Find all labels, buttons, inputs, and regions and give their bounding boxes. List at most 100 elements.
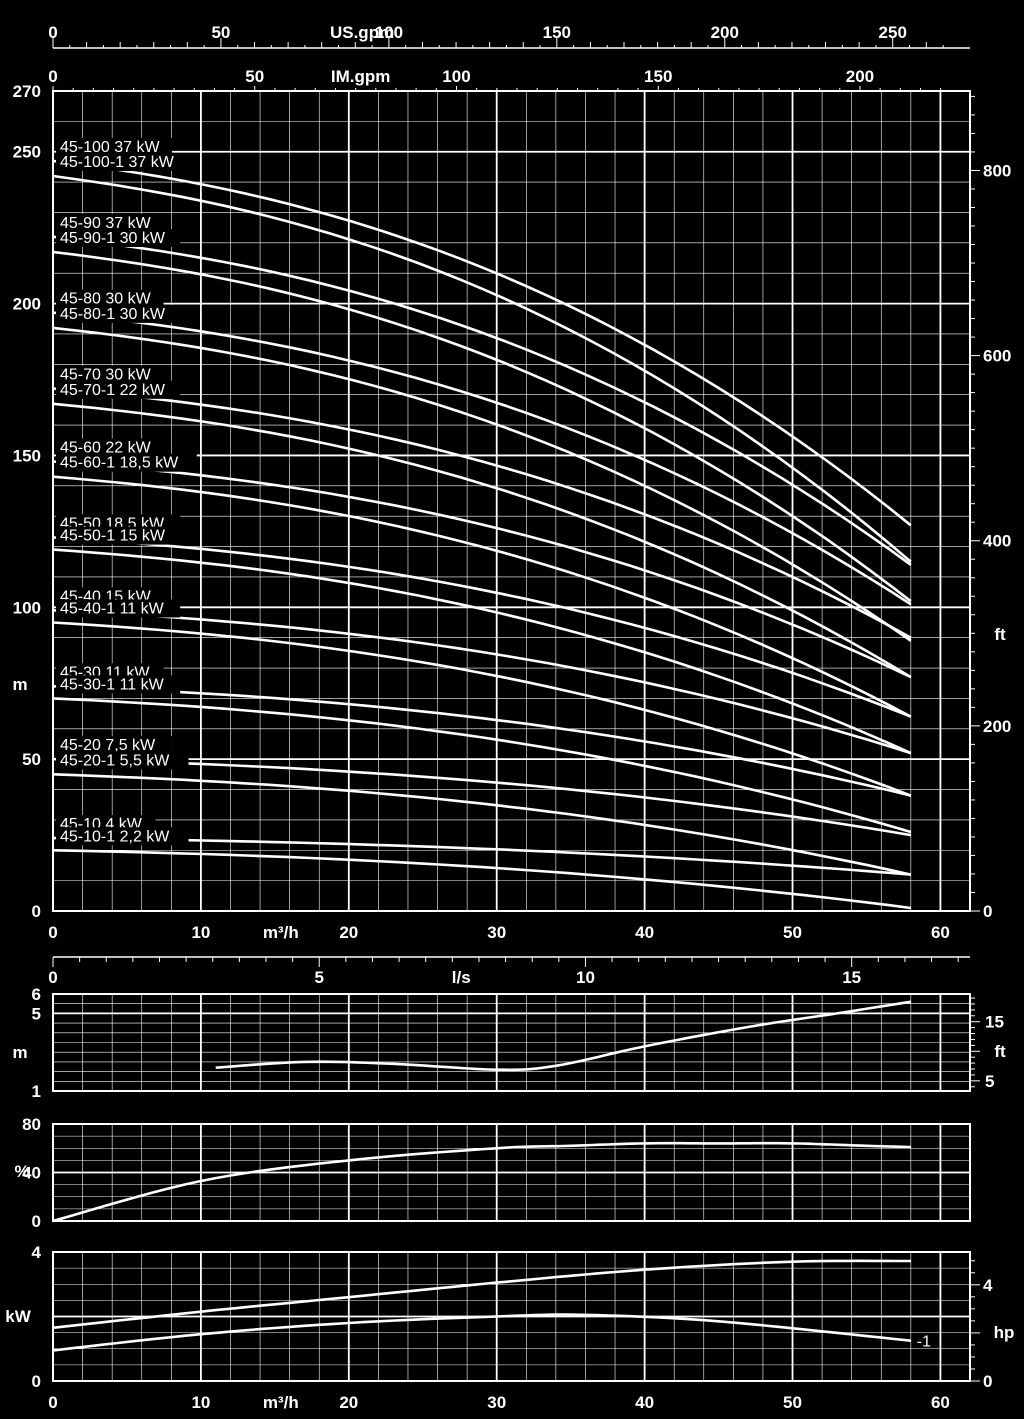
npsh-ft-tick-label: 15 xyxy=(985,1013,1004,1032)
curve-label: 45-20 7,5 kW xyxy=(60,737,156,754)
curve-label-backing xyxy=(56,453,197,472)
head-y-tick-label: 150 xyxy=(13,446,41,465)
curve-label-backing xyxy=(56,526,181,545)
ls-tick-label: 15 xyxy=(842,968,861,987)
head-curve xyxy=(52,548,912,755)
head-curve xyxy=(52,773,912,876)
curve-label: 45-40-1 11 kW xyxy=(60,600,165,617)
power-x-tick-label: 20 xyxy=(339,1393,358,1412)
eff-y-tick-label: 80 xyxy=(22,1115,41,1134)
power-curve-label: -1 xyxy=(917,1334,931,1351)
head-x-tick-label: 30 xyxy=(487,923,506,942)
curve-label-backing xyxy=(56,213,164,232)
us-gpm-tick-label: 200 xyxy=(711,23,739,42)
head-curve xyxy=(52,402,912,679)
power-y-tick-label: 0 xyxy=(32,1372,41,1391)
curve-label: 45-100-1 37 kW xyxy=(60,154,175,171)
head-curve xyxy=(52,311,912,606)
us-gpm-axis-title: US.gpm xyxy=(330,23,394,42)
ls-tick-label: 10 xyxy=(576,968,595,987)
npsh-y-tick-label: 1 xyxy=(32,1082,41,1101)
curve-label-backing xyxy=(56,438,164,457)
eff-y-axis-title: % xyxy=(14,1162,29,1181)
ft-tick-label: 400 xyxy=(983,532,1011,551)
us-gpm-tick-label: 0 xyxy=(48,23,57,42)
curve-label-backing xyxy=(56,289,164,308)
curve-label: 45-100 37 kW xyxy=(60,139,161,156)
head-plot-frame xyxy=(52,90,971,912)
ft-tick-label: 600 xyxy=(983,347,1011,366)
head-y-tick-label: 50 xyxy=(22,750,41,769)
head-curve xyxy=(52,685,912,797)
head-x-tick-label: 60 xyxy=(931,923,950,942)
us-gpm-tick-label: 150 xyxy=(543,23,571,42)
ls-axis-title: l/s xyxy=(452,968,471,987)
head-curve xyxy=(52,387,912,639)
hp-tick-label: 0 xyxy=(983,1372,992,1391)
head-curve xyxy=(52,836,911,876)
im-gpm-tick-label: 0 xyxy=(48,67,57,86)
power-plot-frame xyxy=(52,1251,971,1382)
head-x-tick-label: 20 xyxy=(339,923,358,942)
head-curve xyxy=(52,235,912,566)
curve-label: 45-10-1 2,2 kW xyxy=(60,828,170,845)
power-x-tick-label: 60 xyxy=(931,1393,950,1412)
us-gpm-tick-label: 100 xyxy=(375,23,403,42)
head-curve xyxy=(52,159,912,527)
head-curve xyxy=(52,621,912,797)
head-right-axis-title: ft xyxy=(994,625,1006,644)
im-gpm-tick-label: 50 xyxy=(245,67,264,86)
curve-label: 45-70-1 22 kW xyxy=(60,382,166,399)
power-x-tick-label: 30 xyxy=(487,1393,506,1412)
ft-tick-label: 0 xyxy=(983,902,992,921)
head-curve xyxy=(52,849,911,910)
ft-tick-label: 800 xyxy=(983,161,1011,180)
curve-label: 45-60 22 kW xyxy=(60,440,152,457)
curve-label: 45-70 30 kW xyxy=(60,367,152,384)
head-y-tick-label: 100 xyxy=(13,598,41,617)
head-curve xyxy=(52,475,912,718)
head-y-tick-label: 270 xyxy=(13,82,41,101)
ft-tick-label: 200 xyxy=(983,717,1011,736)
head-y-axis-title: m xyxy=(12,675,27,694)
curve-label-backing xyxy=(56,599,181,618)
curve-label-backing xyxy=(56,675,181,694)
curve-label: 45-20-1 5,5 kW xyxy=(60,752,170,769)
eff-plot-frame xyxy=(52,1123,971,1222)
head-curve xyxy=(52,697,912,834)
head-x-tick-label: 50 xyxy=(783,923,802,942)
curve-label: 45-80 30 kW xyxy=(60,291,152,308)
curve-label: 45-50-1 15 kW xyxy=(60,528,166,545)
efficiency-curve xyxy=(52,1141,911,1223)
im-gpm-tick-label: 150 xyxy=(644,67,672,86)
us-gpm-tick-label: 250 xyxy=(879,23,907,42)
power-right-axis-title: hp xyxy=(994,1323,1015,1342)
curve-label: 45-90-1 30 kW xyxy=(60,230,166,247)
npsh-plot-frame xyxy=(52,993,971,1092)
head-curve xyxy=(52,174,912,563)
im-gpm-tick-label: 100 xyxy=(442,67,470,86)
curve-label-backing xyxy=(56,304,181,323)
head-x-tick-label: 10 xyxy=(191,923,210,942)
power-curve xyxy=(52,1313,911,1352)
head-curve xyxy=(52,609,912,755)
curve-label: 45-30-1 11 kW xyxy=(60,676,165,693)
npsh-y-axis-title: m xyxy=(12,1043,27,1062)
power-x-tick-label: 0 xyxy=(48,1393,57,1412)
head-x-tick-label: 0 xyxy=(48,923,57,942)
curve-label-backing xyxy=(56,827,189,846)
power-x-axis-title: m³/h xyxy=(263,1393,299,1412)
curve-label: 45-90 37 kW xyxy=(60,215,152,232)
head-curve xyxy=(52,536,912,718)
head-y-tick-label: 250 xyxy=(13,143,41,162)
npsh-y-tick-label: 5 xyxy=(32,1004,41,1023)
head-curve xyxy=(52,460,912,679)
curve-label-backing xyxy=(56,751,189,770)
head-x-tick-label: 40 xyxy=(635,923,654,942)
curve-label-backing xyxy=(56,380,181,399)
head-curve xyxy=(52,757,912,837)
head-curve xyxy=(52,250,912,603)
curve-label-backing xyxy=(56,153,189,172)
head-y-tick-label: 0 xyxy=(32,902,41,921)
